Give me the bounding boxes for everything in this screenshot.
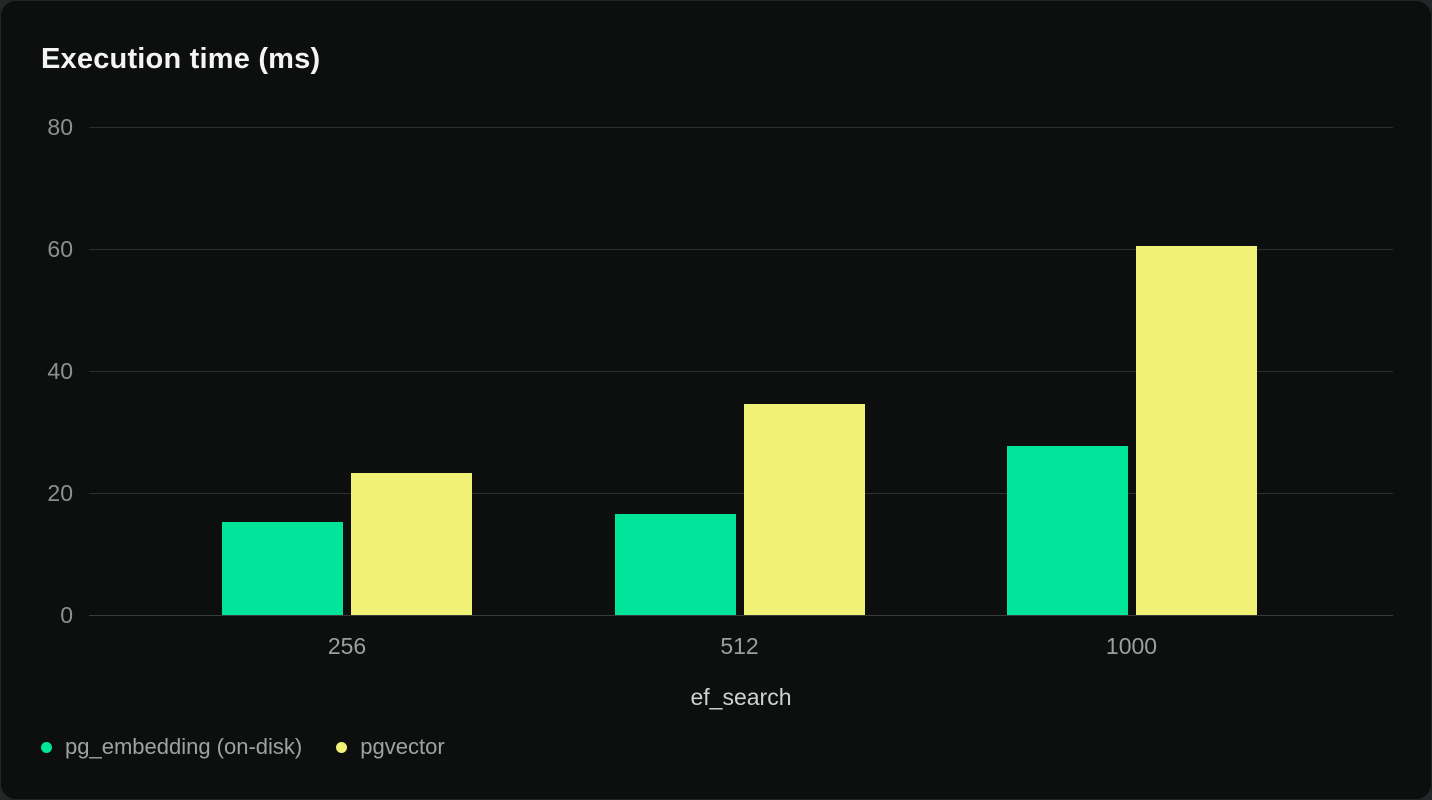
x-tick-label-256: 256 bbox=[327, 633, 367, 659]
legend-item-pgvector[interactable]: pgvector bbox=[336, 734, 445, 760]
gridline-y-80 bbox=[89, 127, 1393, 128]
chart-title: Execution time (ms) bbox=[41, 43, 321, 75]
x-tick-label-1000: 1000 bbox=[1105, 633, 1158, 659]
gridline-y-40 bbox=[89, 371, 1393, 372]
legend-dot-icon bbox=[336, 741, 348, 753]
legend-dot-icon bbox=[41, 741, 52, 753]
legend: pg_embedding (on-disk) pgvector bbox=[41, 734, 445, 760]
bar-pg-embedding-on-disk-256 bbox=[222, 522, 343, 615]
y-tick-label-20: 20 bbox=[47, 479, 73, 506]
y-tick-label-40: 40 bbox=[47, 357, 73, 384]
legend-label: pg_embedding (on-disk) bbox=[65, 734, 303, 759]
x-tick-label-512: 512 bbox=[720, 633, 759, 659]
gridline-y-0 bbox=[89, 615, 1393, 616]
bar-pgvector-256 bbox=[351, 473, 472, 615]
y-tick-label-80: 80 bbox=[47, 113, 73, 140]
bar-pg-embedding-on-disk-512 bbox=[614, 514, 736, 615]
bar-pgvector-1000 bbox=[1135, 245, 1257, 615]
gridline-y-60 bbox=[89, 249, 1393, 250]
gridline-y-20 bbox=[89, 493, 1393, 494]
bar-pgvector-512 bbox=[743, 403, 865, 615]
x-axis-label: ef_search bbox=[690, 684, 792, 710]
bar-pg-embedding-on-disk-1000 bbox=[1006, 446, 1128, 615]
legend-item-pg-embedding-on-disk[interactable]: pg_embedding (on-disk) bbox=[41, 734, 302, 760]
y-tick-label-0: 0 bbox=[60, 601, 73, 628]
y-tick-label-60: 60 bbox=[47, 235, 73, 262]
legend-label: pgvector bbox=[360, 734, 445, 759]
